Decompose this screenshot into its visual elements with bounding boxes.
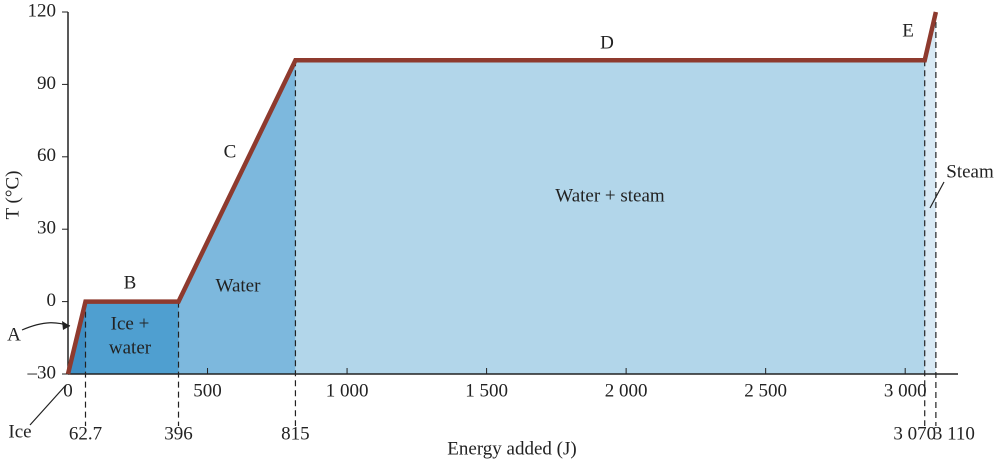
x-tick-label: 1 500 [465,380,508,401]
y-tick-label: 120 [28,0,57,21]
marker-label: 396 [164,423,193,444]
annotation: water [109,337,152,358]
regions [68,12,936,375]
y-tick-label: 60 [37,145,56,166]
x-tick-label: 3 000 [884,380,927,401]
heating-curve [65,11,939,375]
annotation: Steam [946,161,994,182]
y-tick-label: 0 [47,290,57,311]
marker-label: 3 070 [893,423,936,444]
marker-label: 62.7 [69,423,102,444]
annotation: A [7,324,21,345]
region [178,60,296,375]
x-tick-label: 0 [63,380,73,401]
annotation: E [902,20,914,41]
marker-label: 3 110 [933,423,975,444]
annotation: Water [216,275,262,296]
pointer [29,384,67,426]
annotation: D [600,32,614,53]
pointer [929,181,945,209]
annotation: B [124,272,137,293]
annotation: C [224,141,237,162]
arrow-head [62,321,70,330]
y-axis-label: T (°C) [2,171,23,220]
annotation: Water + steam [555,185,665,206]
x-tick-label: 2 000 [605,380,648,401]
y-tick-label: 90 [37,73,56,94]
region [924,12,936,374]
x-tick-label: 500 [193,380,222,401]
region [85,301,179,374]
x-axis-label: Energy added (J) [447,438,576,459]
annotation: Ice + [111,313,150,334]
y-tick-label: 30 [37,218,56,239]
y-tick-label: –30 [27,362,57,383]
x-tick-label: 1 000 [326,380,369,401]
region [295,60,925,375]
x-tick-label: 2 500 [744,380,787,401]
marker-label: 815 [281,423,310,444]
annotation: Ice [8,421,31,442]
